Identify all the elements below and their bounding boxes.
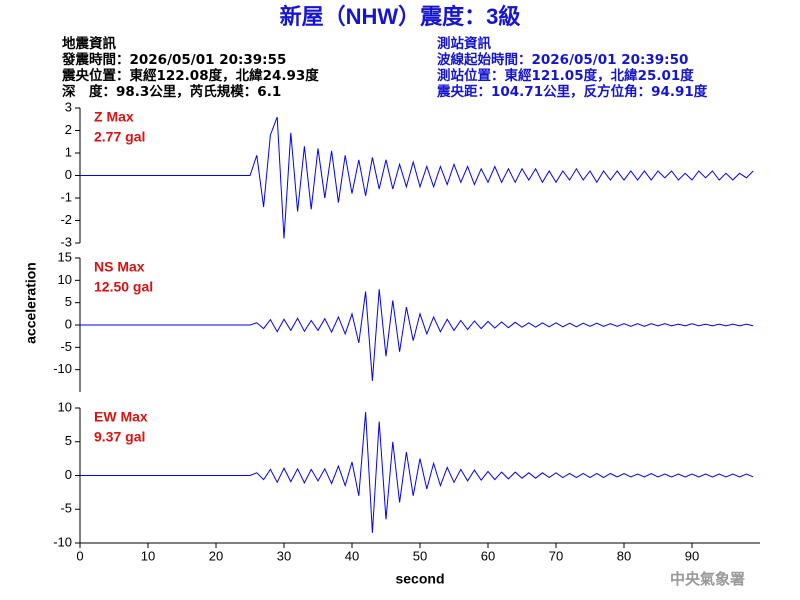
panel-label: NS Max: [94, 259, 145, 275]
panel-max: 9.37 gal: [94, 429, 145, 445]
x-tick-label: 10: [141, 548, 155, 563]
x-axis-label: second: [395, 571, 444, 587]
info-right: 測站位置：東經121.05度，北緯25.01度: [437, 67, 694, 84]
y-tick-label: -10: [53, 534, 72, 549]
y-tick-label: -5: [60, 501, 72, 516]
info-right: 測站資訊: [437, 35, 491, 52]
waveform: [80, 412, 754, 533]
x-tick-label: 70: [549, 548, 563, 563]
x-tick-label: 60: [481, 548, 495, 563]
y-tick-label: 15: [58, 249, 72, 264]
y-tick-label: 5: [65, 294, 72, 309]
x-tick-label: 40: [345, 548, 359, 563]
y-tick-label: -1: [60, 189, 72, 204]
y-axis-label: acceleration: [23, 262, 39, 344]
info-left: 發震時間：2026/05/01 20:39:55: [61, 51, 286, 68]
y-tick-label: 2: [65, 122, 72, 137]
y-tick-label: -2: [60, 212, 72, 227]
x-tick-label: 0: [76, 548, 83, 563]
info-left: 震央位置：東經122.08度，北緯24.93度: [61, 67, 319, 84]
y-tick-label: 0: [65, 467, 72, 482]
y-tick-label: -3: [60, 234, 72, 249]
y-tick-label: 5: [65, 433, 72, 448]
y-tick-label: -10: [53, 361, 72, 376]
x-tick-label: 80: [617, 548, 631, 563]
y-tick-label: 0: [65, 167, 72, 182]
panel-label: EW Max: [94, 409, 148, 425]
info-left: 地震資訊: [62, 35, 116, 52]
info-right: 波線起始時間：2026/05/01 20:39:50: [437, 51, 688, 68]
y-tick-label: 1: [65, 144, 72, 159]
x-tick-label: 30: [277, 548, 291, 563]
info-right: 震央距：104.71公里，反方位角：94.91度: [436, 83, 708, 100]
info-left: 深 度：98.3公里，芮氏規模：6.1: [62, 83, 281, 100]
waveform: [80, 116, 754, 239]
chart-title: 新屋（NHW）震度：3級: [280, 4, 521, 29]
y-tick-label: -5: [60, 339, 72, 354]
panel-max: 12.50 gal: [94, 279, 153, 295]
panel-max: 2.77 gal: [94, 129, 145, 145]
y-tick-label: 10: [58, 399, 72, 414]
x-tick-label: 20: [209, 548, 223, 563]
footer: 中央氣象署: [670, 570, 745, 588]
waveform: [80, 289, 754, 381]
y-tick-label: 0: [65, 316, 72, 331]
y-tick-label: 10: [58, 272, 72, 287]
y-tick-label: 3: [65, 99, 72, 114]
panel-label: Z Max: [94, 109, 134, 125]
x-tick-label: 90: [685, 548, 699, 563]
x-tick-label: 50: [413, 548, 427, 563]
